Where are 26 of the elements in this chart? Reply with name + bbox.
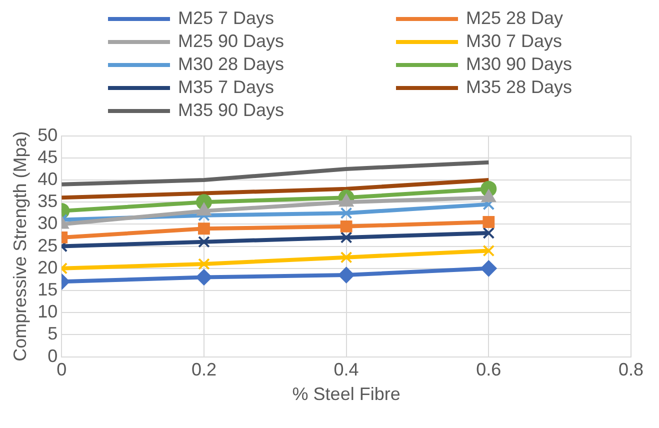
x-tick-label: 0.6	[476, 360, 502, 380]
y-tick-label: 15	[38, 279, 58, 300]
x-tick-label: 0.2	[191, 360, 216, 380]
y-tick-label: 5	[48, 324, 58, 344]
y-tick-label: 30	[38, 213, 58, 234]
x-tick-label: 0.8	[618, 360, 644, 380]
legend-label: M35 90 Days	[178, 100, 284, 121]
y-tick-label: 25	[38, 235, 58, 256]
y-tick-label: 20	[38, 257, 58, 278]
legend-label: M30 7 Days	[466, 31, 562, 52]
y-axis-title: Compressive Strength (Mpa)	[10, 131, 30, 362]
y-tick-label: 0	[48, 346, 58, 366]
y-tick-label: 35	[38, 191, 58, 212]
y-tick-label: 10	[38, 302, 58, 322]
x-tick-label: 0.4	[334, 360, 359, 380]
legend-label: M30 28 Days	[178, 54, 284, 75]
y-tick-label: 40	[38, 168, 58, 189]
y-tick-label: 50	[38, 124, 58, 145]
legend-label: M25 28 Day	[466, 8, 564, 29]
legend-label: M25 7 Days	[178, 8, 274, 29]
x-axis-title: % Steel Fibre	[292, 384, 400, 404]
legend-label: M35 7 Days	[178, 77, 274, 98]
legend-label: M35 28 Days	[466, 77, 572, 98]
legend-label: M25 90 Days	[178, 31, 284, 52]
y-tick-label: 45	[38, 146, 58, 167]
legend-label: M30 90 Days	[466, 54, 572, 75]
